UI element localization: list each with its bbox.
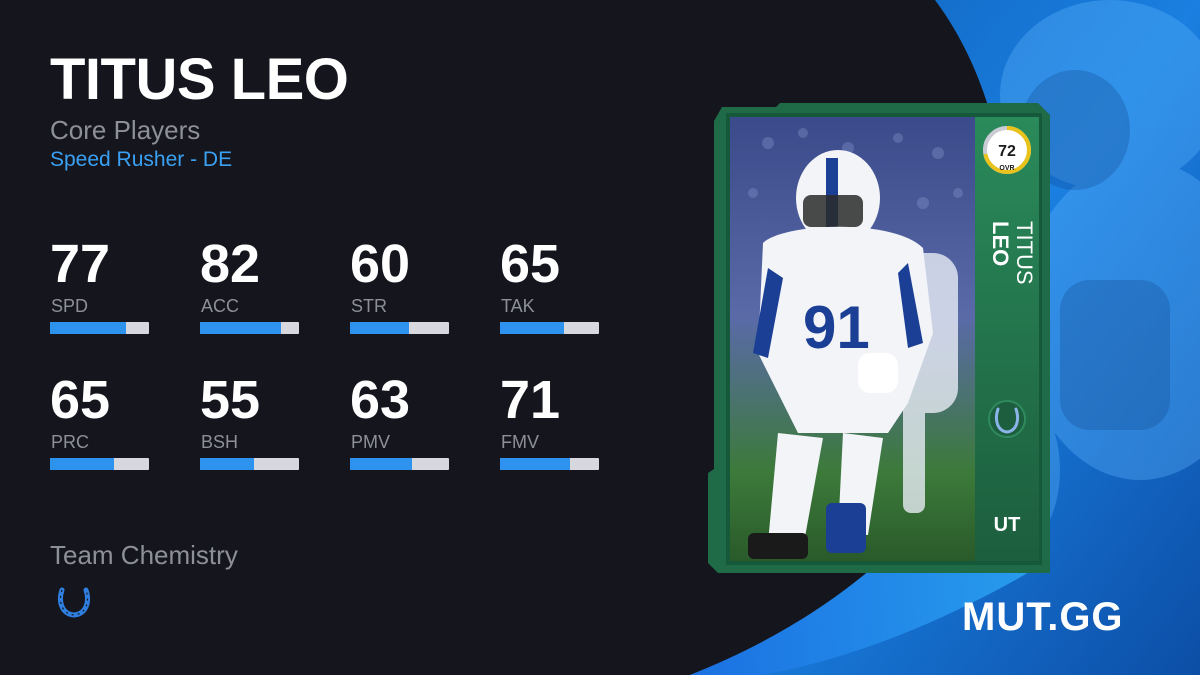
jersey-number: 91 <box>803 294 870 361</box>
stat-bar <box>350 322 449 334</box>
stat-bar-fill <box>350 322 410 334</box>
team-chemistry-title: Team Chemistry <box>50 540 238 570</box>
stat-value: 63 <box>350 370 411 430</box>
stat-bar-fill <box>500 322 565 334</box>
stat-pmv: 63 PMV <box>350 370 450 480</box>
stat-str: 60 STR <box>350 234 450 344</box>
player-name: TITUS LEO <box>50 47 349 112</box>
stat-spd: 77 SPD <box>50 234 150 344</box>
stat-bar-fill <box>50 322 127 334</box>
stat-label: SPD <box>51 296 89 316</box>
card-side-panel <box>975 117 1039 561</box>
stat-value: 71 <box>500 370 561 430</box>
program-label: Core Players <box>50 115 201 145</box>
stat-value: 82 <box>200 234 261 294</box>
stat-bsh: 55 BSH <box>200 370 300 480</box>
ovr-ring-bg <box>985 128 1029 172</box>
stat-tak: 65 TAK <box>500 234 600 344</box>
colts-horseshoe-icon <box>994 407 1020 434</box>
stat-label: ACC <box>201 296 240 316</box>
stat-value: 65 <box>50 370 111 430</box>
stat-bar <box>350 458 449 470</box>
card-last-name: LEO <box>988 221 1013 266</box>
colts-horseshoe-icon[interactable] <box>54 580 94 620</box>
stat-bar-fill <box>500 458 571 470</box>
stat-value: 65 <box>500 234 561 294</box>
stat-bar <box>50 458 149 470</box>
player-card[interactable]: 91 72 OVR TITUS LEO UT <box>708 103 1050 578</box>
stat-bar-fill <box>200 322 282 334</box>
stat-bar <box>200 458 299 470</box>
stat-label: PRC <box>51 432 90 452</box>
stat-bar <box>500 322 599 334</box>
archetype-label: Speed Rusher - DE <box>50 148 233 171</box>
card-badge: UT <box>994 514 1021 536</box>
stat-bar <box>50 322 149 334</box>
ovr-ring-fill <box>983 126 1031 174</box>
mutgg-logo[interactable]: MUT.GG <box>962 595 1124 639</box>
ovr-label: OVR <box>999 165 1014 172</box>
stat-acc: 82 ACC <box>200 234 300 344</box>
stat-label: BSH <box>201 432 239 452</box>
stat-prc: 65 PRC <box>50 370 150 480</box>
stat-value: 77 <box>50 234 111 294</box>
stat-bar-fill <box>350 458 413 470</box>
stat-value: 55 <box>200 370 261 430</box>
stat-bar-fill <box>50 458 115 470</box>
stat-bar <box>200 322 299 334</box>
stat-bar <box>500 458 599 470</box>
stat-bar-fill <box>200 458 255 470</box>
stat-label: STR <box>351 296 387 316</box>
ovr-value: 72 <box>998 143 1016 160</box>
stat-fmv: 71 FMV <box>500 370 600 480</box>
stat-label: TAK <box>501 296 535 316</box>
card-first-name: TITUS <box>1012 221 1037 285</box>
stat-label: FMV <box>501 432 539 452</box>
stat-value: 60 <box>350 234 411 294</box>
stat-label: PMV <box>351 432 391 452</box>
